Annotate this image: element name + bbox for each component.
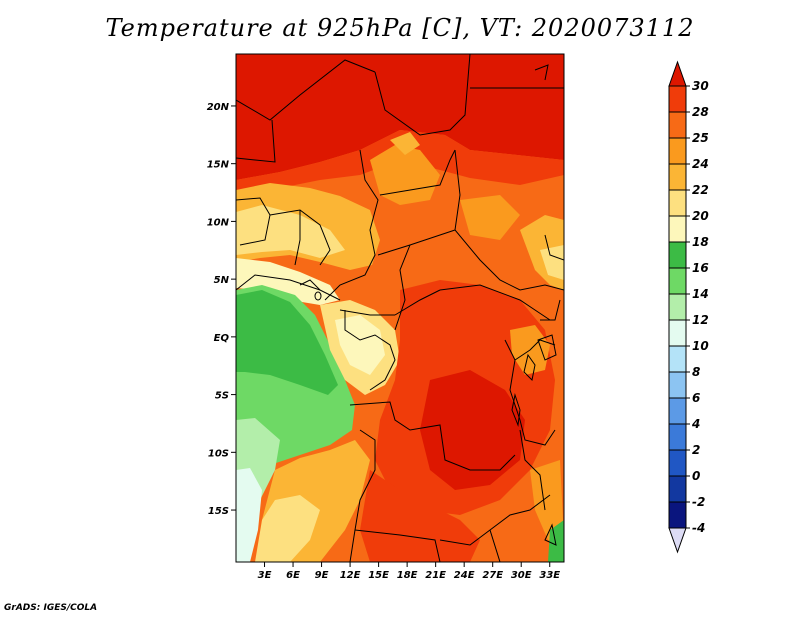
colorbar-swatch [668,215,687,243]
colorbar-swatch [668,397,687,425]
lat-tick-label: 15N [207,160,230,171]
colorbar-label: 20 [692,209,709,223]
credit-label: GrADS: IGES/COLA [4,603,98,613]
colorbar-swatch [668,371,687,399]
lat-tick-label: 20N [207,102,230,113]
lat-tick-label: 5S [215,391,229,402]
colorbar-label: -2 [692,495,705,509]
colorbar-swatch [668,345,687,373]
lat-tick-label: 15S [208,506,229,517]
colorbar-label: 4 [691,417,700,431]
colorbar-label: 12 [692,313,709,327]
colorbar-label: 18 [692,235,709,249]
country-borders [236,54,564,562]
colorbar-swatch [668,241,687,269]
colorbar-swatch [668,449,687,477]
map-title: Temperature at 925hPa [C], VT: 202007311… [105,14,695,42]
colorbar-label: 8 [692,365,700,379]
lon-tick-label: 6E [286,570,300,581]
axis-ticks: 20N 15N 10N 5N EQ 5S 10S 15S 3E 6E 9E 12E 15E 18E 21E 2… [207,102,561,581]
colorbar-label: 22 [692,183,709,197]
colorbar-label: 10 [692,339,709,353]
colorbar-swatch [668,267,687,295]
colorbar-swatch [668,423,687,451]
lat-tick-label: EQ [214,333,230,344]
colorbar-swatch [668,293,687,321]
colorbar-label: 0 [692,469,700,483]
temperature-field [236,54,564,562]
lon-tick-label: 3E [258,570,272,581]
colorbar-swatch [668,111,687,139]
lon-tick-label: 18E [397,570,418,581]
colorbar-label: 30 [692,79,709,93]
colorbar-label: 14 [692,287,709,301]
colorbar-swatch [668,189,687,217]
colorbar-label: 28 [692,105,709,119]
lon-tick-label: 9E [315,570,329,581]
colorbar-label: 25 [692,131,709,145]
lakes [314,64,557,546]
colorbar-swatch [668,319,687,347]
map-frame [235,53,565,563]
lon-tick-label: 24E [454,570,475,581]
lon-tick-label: 33E [539,570,560,581]
lon-tick-label: 27E [482,570,503,581]
colorbar-swatch [668,137,687,165]
colorbar-label: 24 [692,157,709,171]
lat-tick-label: 5N [214,275,230,286]
lat-tick-label: 10N [207,217,230,228]
colorbar-label: 2 [692,443,700,457]
colorbar-label: -4 [692,521,705,535]
colorbar-label: 6 [692,391,700,405]
colorbar-bottom-arrow [668,527,687,554]
lon-tick-label: 30E [511,570,532,581]
colorbar-swatch [668,163,687,191]
colorbar-top-arrow [668,60,687,87]
lon-tick-label: 15E [368,570,389,581]
colorbar-swatch [668,85,687,113]
lon-tick-label: 12E [340,570,361,581]
colorbar-swatch [668,475,687,503]
lon-tick-label: 21E [425,570,446,581]
colorbar-swatch [668,501,687,529]
lat-tick-label: 10S [208,448,229,459]
colorbar-label: 16 [692,261,709,275]
